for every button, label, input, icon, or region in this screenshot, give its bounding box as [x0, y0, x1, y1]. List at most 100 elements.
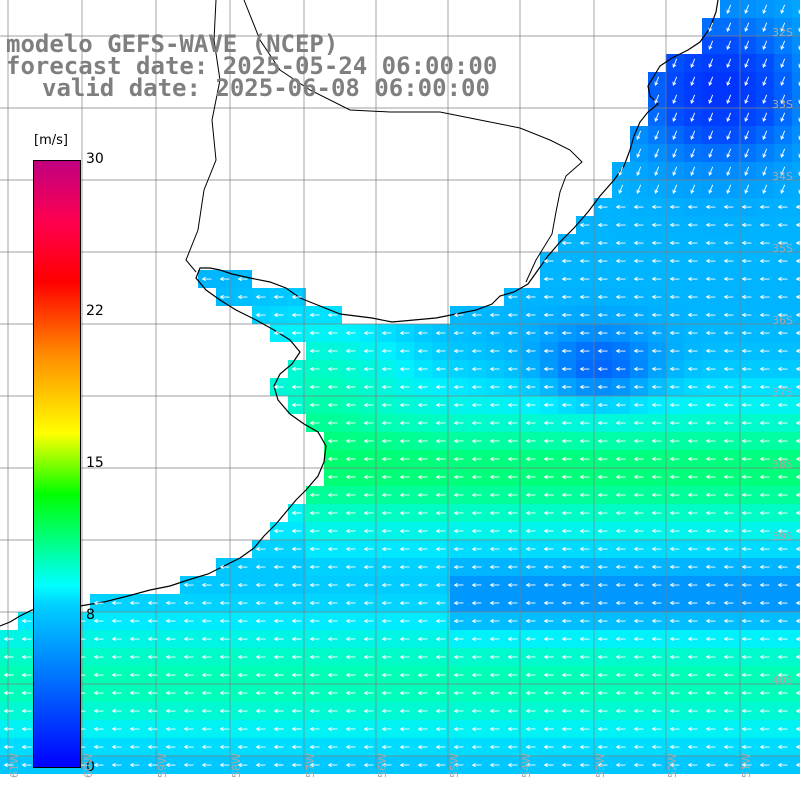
wind-arrow	[327, 528, 338, 534]
wind-arrow	[633, 204, 644, 210]
wind-arrow	[579, 762, 590, 768]
wind-arrow	[435, 672, 446, 678]
wind-arrow	[777, 204, 788, 210]
wind-arrow	[183, 690, 194, 696]
wind-arrow	[687, 708, 698, 714]
wind-arrow	[687, 762, 698, 768]
wind-arrow	[489, 348, 500, 354]
wind-arrow	[381, 438, 392, 444]
wind-arrow	[795, 600, 800, 606]
wind-arrow	[381, 762, 392, 768]
wind-arrow	[705, 366, 716, 372]
wind-arrow	[201, 672, 212, 678]
wind-arrow	[21, 708, 32, 714]
wind-arrow	[273, 690, 284, 696]
wind-arrow	[327, 654, 338, 660]
wind-arrow	[705, 744, 716, 750]
wind-arrow	[687, 618, 698, 624]
wind-arrow	[723, 330, 734, 336]
wind-arrow	[597, 222, 608, 228]
wind-arrow	[129, 654, 140, 660]
wind-cell	[792, 0, 800, 18]
wind-arrow	[525, 744, 536, 750]
wind-arrow	[651, 600, 662, 606]
wind-arrow	[525, 366, 536, 372]
wind-arrow	[633, 348, 644, 354]
wind-arrow	[471, 762, 482, 768]
wind-arrow	[543, 348, 554, 354]
colorbar-unit: [m/s]	[34, 133, 68, 148]
wind-arrow	[597, 546, 608, 552]
wind-arrow	[615, 204, 626, 210]
wind-arrow	[543, 708, 554, 714]
wind-arrow	[669, 438, 680, 444]
wind-arrow	[129, 726, 140, 732]
wind-arrow	[255, 636, 266, 642]
wind-arrow	[687, 204, 698, 210]
wind-arrow	[651, 762, 662, 768]
wind-arrow	[669, 636, 680, 642]
wind-cell	[792, 108, 800, 126]
wind-arrow	[471, 330, 482, 336]
wind-arrow	[525, 528, 536, 534]
wind-arrow	[579, 366, 590, 372]
wind-arrow	[327, 618, 338, 624]
wind-arrow	[291, 402, 302, 408]
wind-arrow	[669, 348, 680, 354]
lat-label: 35S	[772, 242, 793, 255]
wind-arrow	[381, 546, 392, 552]
colorbar	[33, 160, 81, 768]
wind-arrow	[597, 564, 608, 570]
wind-arrow	[471, 708, 482, 714]
wind-arrow	[561, 312, 572, 318]
wind-arrow	[597, 276, 608, 282]
wind-arrow	[489, 672, 500, 678]
wind-arrow	[327, 690, 338, 696]
wind-arrow	[399, 744, 410, 750]
wind-arrow	[201, 708, 212, 714]
wind-arrow	[708, 130, 714, 141]
wind-arrow	[777, 726, 788, 732]
wind-arrow	[489, 384, 500, 390]
wind-arrow	[525, 654, 536, 660]
wind-arrow	[759, 600, 770, 606]
wind-arrow	[237, 654, 248, 660]
wind-arrow	[672, 166, 678, 177]
wind-arrow	[615, 564, 626, 570]
wind-arrow	[399, 690, 410, 696]
wind-arrow	[723, 258, 734, 264]
colorbar-tick-15: 15	[86, 455, 104, 471]
wind-arrow	[543, 420, 554, 426]
wind-arrow	[705, 204, 716, 210]
wind-arrow	[795, 510, 800, 516]
wind-arrow	[708, 112, 714, 123]
wind-arrow	[777, 258, 788, 264]
wind-arrow	[201, 726, 212, 732]
wind-arrow	[633, 690, 644, 696]
wind-arrow	[435, 762, 446, 768]
wind-arrow	[273, 312, 284, 318]
wind-arrow	[726, 76, 732, 87]
wind-arrow	[615, 348, 626, 354]
wind-arrow	[93, 690, 104, 696]
wind-arrow	[327, 456, 338, 462]
wind-arrow	[672, 94, 678, 105]
wind-arrow	[363, 474, 374, 480]
wind-arrow	[453, 744, 464, 750]
wind-arrow	[381, 384, 392, 390]
wind-arrow	[543, 474, 554, 480]
wind-cell	[792, 18, 800, 36]
colorbar-tick-8: 8	[86, 607, 95, 623]
wind-arrow	[762, 94, 768, 105]
wind-arrow	[705, 690, 716, 696]
wind-arrow	[381, 600, 392, 606]
wind-arrow	[597, 330, 608, 336]
wind-arrow	[327, 492, 338, 498]
wind-arrow	[777, 564, 788, 570]
wind-arrow	[780, 40, 786, 51]
wind-arrow	[615, 636, 626, 642]
wind-arrow	[579, 654, 590, 660]
wind-arrow	[273, 294, 284, 300]
wind-arrow	[651, 294, 662, 300]
